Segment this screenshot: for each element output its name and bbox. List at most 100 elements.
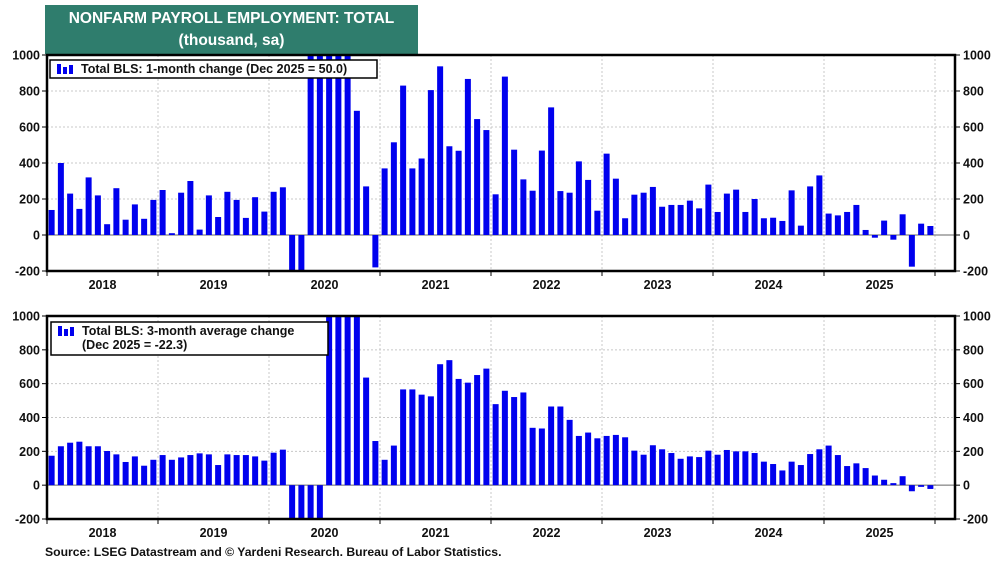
bar xyxy=(48,455,55,486)
bar xyxy=(363,186,370,235)
bar xyxy=(696,457,703,486)
y-tick-label-left: 800 xyxy=(19,343,40,357)
bar xyxy=(788,461,795,486)
bar xyxy=(400,85,407,235)
bar xyxy=(548,406,555,486)
y-tick-label-left: -200 xyxy=(15,265,40,279)
bar xyxy=(455,378,462,486)
x-tick-label: 2019 xyxy=(200,526,228,540)
bar xyxy=(612,178,619,235)
bar xyxy=(585,179,592,235)
bar xyxy=(862,229,869,235)
y-tick-label-right: 0 xyxy=(963,229,970,243)
bar xyxy=(289,485,296,519)
bar xyxy=(141,465,148,486)
bar xyxy=(57,163,64,235)
bar xyxy=(48,209,55,235)
y-tick-label-right: -200 xyxy=(963,513,988,527)
bar xyxy=(455,150,462,235)
bar xyxy=(113,188,120,235)
bar xyxy=(677,458,684,486)
bar xyxy=(242,217,249,235)
bar xyxy=(353,316,360,486)
bar xyxy=(649,186,656,235)
chart-title-box: NONFARM PAYROLL EMPLOYMENT: TOTAL (thous… xyxy=(45,5,418,54)
y-tick-label-right: 1000 xyxy=(963,310,991,324)
bar xyxy=(825,213,832,235)
bar xyxy=(372,441,379,486)
bar xyxy=(511,397,518,486)
legend-box xyxy=(50,321,329,356)
y-tick-label-left: 200 xyxy=(19,193,40,207)
bar xyxy=(575,161,582,235)
y-tick-label-left: 1000 xyxy=(12,310,40,324)
bar xyxy=(631,450,638,486)
bar xyxy=(67,193,74,235)
bar xyxy=(714,211,721,235)
bar xyxy=(307,55,314,235)
y-tick-label-left: 400 xyxy=(19,411,40,425)
bar xyxy=(437,66,444,235)
bar xyxy=(890,235,897,240)
bar xyxy=(196,229,203,235)
bar xyxy=(631,194,638,235)
x-tick-label: 2021 xyxy=(422,278,450,292)
bar xyxy=(899,476,906,486)
y-tick-label-right: 200 xyxy=(963,445,984,459)
bar xyxy=(575,435,582,486)
bar xyxy=(159,190,166,235)
bar xyxy=(779,220,786,235)
bar xyxy=(603,435,610,486)
x-tick-label: 2021 xyxy=(422,526,450,540)
bar xyxy=(659,206,666,235)
y-tick-label-left: 0 xyxy=(33,229,40,243)
bar xyxy=(390,142,397,235)
y-tick-label-right: 400 xyxy=(963,411,984,425)
y-tick-label-right: 1000 xyxy=(963,49,991,63)
bar xyxy=(233,455,240,486)
legend-swatch-icon xyxy=(63,67,67,74)
bar xyxy=(131,204,138,235)
bar xyxy=(344,316,351,486)
legend-label: Total BLS: 3-month average change xyxy=(82,324,294,338)
chart-panel-3-month-average: -200 -200 0 0 200 200 400 400 600 600 800 800 1000 10… xyxy=(12,310,991,541)
bar xyxy=(252,197,259,235)
bar xyxy=(326,316,333,486)
bar xyxy=(409,168,416,235)
bar xyxy=(483,130,490,235)
bar xyxy=(104,224,111,235)
bar xyxy=(723,193,730,235)
x-tick-label: 2019 xyxy=(200,278,228,292)
bar xyxy=(742,211,749,235)
legend-swatch-icon xyxy=(57,64,61,74)
bar xyxy=(279,449,286,486)
bar xyxy=(233,199,240,235)
bar xyxy=(85,446,92,486)
bar xyxy=(649,445,656,486)
bar xyxy=(705,450,712,486)
y-tick-label-right: 200 xyxy=(963,193,984,207)
bar xyxy=(622,437,629,486)
bar xyxy=(372,235,379,268)
y-tick-label-left: 600 xyxy=(19,377,40,391)
bar xyxy=(686,456,693,486)
bar xyxy=(659,449,666,486)
y-tick-label-right: 600 xyxy=(963,377,984,391)
bar xyxy=(122,461,129,486)
bar xyxy=(363,377,370,486)
bar xyxy=(196,453,203,486)
bar xyxy=(224,191,231,235)
bar xyxy=(492,404,499,486)
y-tick-label-left: 200 xyxy=(19,445,40,459)
bar xyxy=(566,419,573,486)
bar xyxy=(492,194,499,235)
bar xyxy=(529,427,536,486)
bar xyxy=(529,190,536,235)
bar xyxy=(834,455,841,486)
y-tick-label-left: 600 xyxy=(19,121,40,135)
bar xyxy=(409,389,416,486)
bar xyxy=(918,223,925,235)
bar xyxy=(622,218,629,235)
bar xyxy=(797,465,804,486)
bar xyxy=(834,215,841,235)
